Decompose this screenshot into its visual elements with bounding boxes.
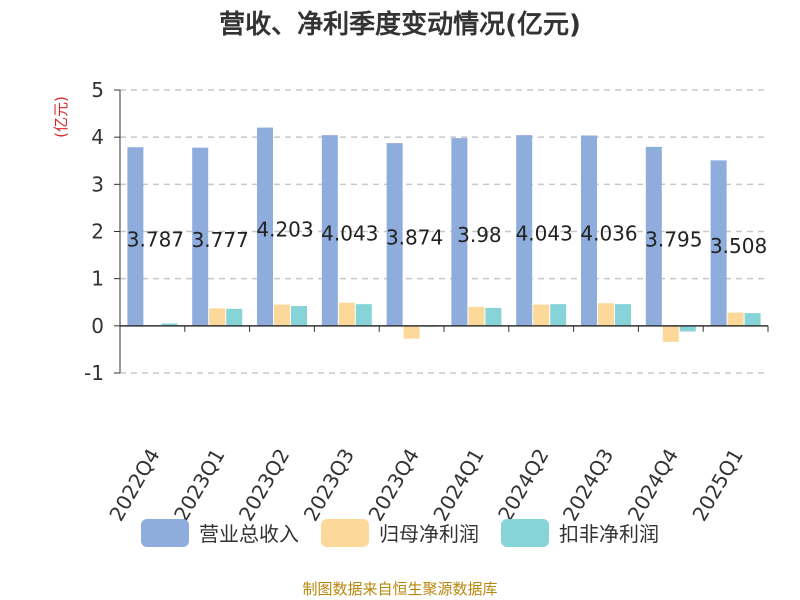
y-tick-label: 0 <box>91 314 104 338</box>
bar-1 <box>321 135 338 326</box>
legend-label: 归母净利润 <box>379 522 479 546</box>
data-label: 4.036 <box>580 222 637 246</box>
x-tick-label: 2023Q2 <box>234 444 294 525</box>
bar-3 <box>226 308 243 326</box>
bar-1 <box>581 135 597 326</box>
data-label: 3.787 <box>127 228 184 252</box>
legend: 营业总收入 归母净利润 扣非净利润 <box>0 518 800 547</box>
legend-label: 营业总收入 <box>199 522 299 546</box>
y-tick-label: -1 <box>84 361 104 385</box>
bar-3 <box>355 304 372 326</box>
data-label: 3.98 <box>457 223 502 247</box>
legend-item-3[interactable]: 扣非净利润 <box>501 518 659 547</box>
x-tick-label: 2023Q1 <box>169 444 229 525</box>
data-label: 4.043 <box>516 221 573 245</box>
label-layer: 3.787 3.777 4.203 4.043 3.874 3.98 4.043 4.036 3… <box>127 218 767 258</box>
bar-1 <box>710 160 727 326</box>
y-tick-label: 1 <box>91 267 104 291</box>
bar-2 <box>727 312 744 326</box>
x-tick-label: 2023Q4 <box>363 444 423 525</box>
x-tick-label: 2024Q3 <box>558 444 618 525</box>
bar-2 <box>209 308 226 326</box>
data-label: 3.508 <box>710 234 767 258</box>
legend-swatch <box>501 518 549 547</box>
bar-1 <box>516 135 533 326</box>
chart-title: 营收、净利季度变动情况(亿元) <box>219 10 581 40</box>
x-tick-label: 2025Q1 <box>687 444 747 525</box>
bar-3 <box>744 313 761 326</box>
data-label: 3.795 <box>645 227 702 251</box>
legend-item-1[interactable]: 营业总收入 <box>141 518 299 547</box>
bar-1 <box>192 147 209 326</box>
source-note: 制图数据来自恒生聚源数据库 <box>302 580 498 598</box>
bar-2 <box>533 304 550 326</box>
legend-swatch <box>321 518 369 547</box>
bar-1 <box>645 146 662 326</box>
bar-layer <box>127 127 761 342</box>
bar-2 <box>274 304 290 326</box>
bar-3 <box>485 307 502 326</box>
y-axis-label: (亿元) <box>52 96 70 138</box>
bar-1 <box>451 138 468 326</box>
bar-1 <box>127 147 144 326</box>
x-tick-label: 2024Q1 <box>428 444 488 525</box>
bar-2 <box>338 302 355 326</box>
y-tick-label: 5 <box>91 78 104 102</box>
bar-1 <box>257 127 273 326</box>
legend-item-2[interactable]: 归母净利润 <box>321 518 479 547</box>
data-label: 4.203 <box>256 218 313 242</box>
bar-2 <box>662 325 679 342</box>
bar-3 <box>291 306 307 326</box>
data-label: 3.874 <box>386 225 443 249</box>
x-tick-label: 2024Q2 <box>493 444 553 525</box>
x-tick-label: 2024Q4 <box>623 444 683 525</box>
bar-1 <box>386 143 403 326</box>
bar-3 <box>615 304 631 326</box>
bar-3 <box>161 323 178 326</box>
bar-3 <box>550 304 567 326</box>
y-tick-label: 3 <box>91 172 104 196</box>
legend-label: 扣非净利润 <box>559 522 659 546</box>
y-tick-label: 4 <box>91 125 104 149</box>
bar-2 <box>403 325 420 339</box>
x-tick-label: 2023Q3 <box>299 444 359 525</box>
data-label: 4.043 <box>321 221 378 245</box>
y-tick-label: 2 <box>91 220 104 244</box>
legend-swatch <box>141 518 189 547</box>
bar-3 <box>679 325 696 332</box>
x-tick-label: 2022Q4 <box>104 444 164 525</box>
data-label: 3.777 <box>192 228 249 252</box>
bar-2 <box>468 306 485 326</box>
bar-2 <box>598 303 614 326</box>
